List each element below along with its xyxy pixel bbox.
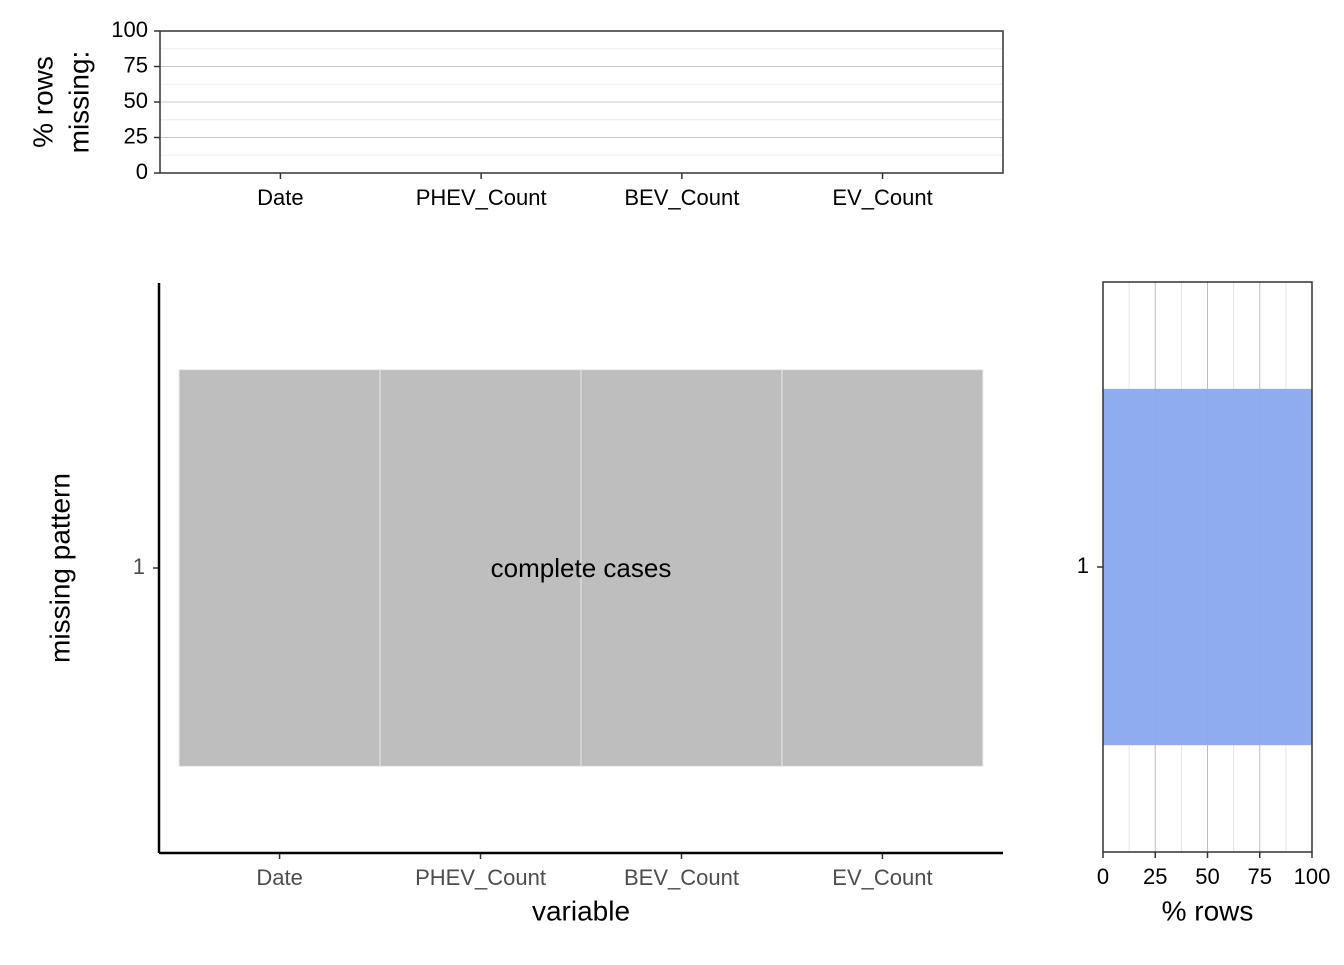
x-tick-label: 0 <box>1097 864 1109 889</box>
x-tick-label: PHEV_Count <box>416 185 547 210</box>
x-tick-label: EV_Count <box>832 185 932 210</box>
y-axis-title: missing: <box>63 51 94 154</box>
panel-border <box>159 30 1004 174</box>
tile <box>781 369 984 767</box>
x-axis-title: variable <box>532 895 630 926</box>
y-tick-label: 75 <box>124 52 148 77</box>
tile <box>580 369 783 767</box>
y-tick-label: 1 <box>1077 553 1089 578</box>
x-tick-label: BEV_Count <box>624 185 739 210</box>
x-tick-label: 25 <box>1143 864 1167 889</box>
x-tick-label: 75 <box>1248 864 1272 889</box>
y-tick-label: 25 <box>124 123 148 148</box>
y-axis-title: missing pattern <box>44 473 75 663</box>
x-tick-label: EV_Count <box>832 865 932 890</box>
y-tick-label: 100 <box>111 17 148 42</box>
x-axis-title: % rows <box>1162 895 1254 926</box>
panel-border <box>1102 281 1313 853</box>
x-tick-label: PHEV_Count <box>415 865 546 890</box>
bar <box>1103 388 1312 746</box>
tile <box>178 369 381 767</box>
y-tick-label: 0 <box>136 159 148 184</box>
y-axis-title: % rows <box>27 56 58 148</box>
x-tick-label: 100 <box>1294 864 1331 889</box>
x-tick-label: Date <box>256 865 302 890</box>
y-tick-label: 50 <box>124 88 148 113</box>
x-tick-label: BEV_Count <box>624 865 739 890</box>
x-tick-label: 50 <box>1195 864 1219 889</box>
x-tick-label: Date <box>257 185 303 210</box>
annotation: complete cases <box>491 553 672 583</box>
y-tick-label: 1 <box>133 554 145 579</box>
